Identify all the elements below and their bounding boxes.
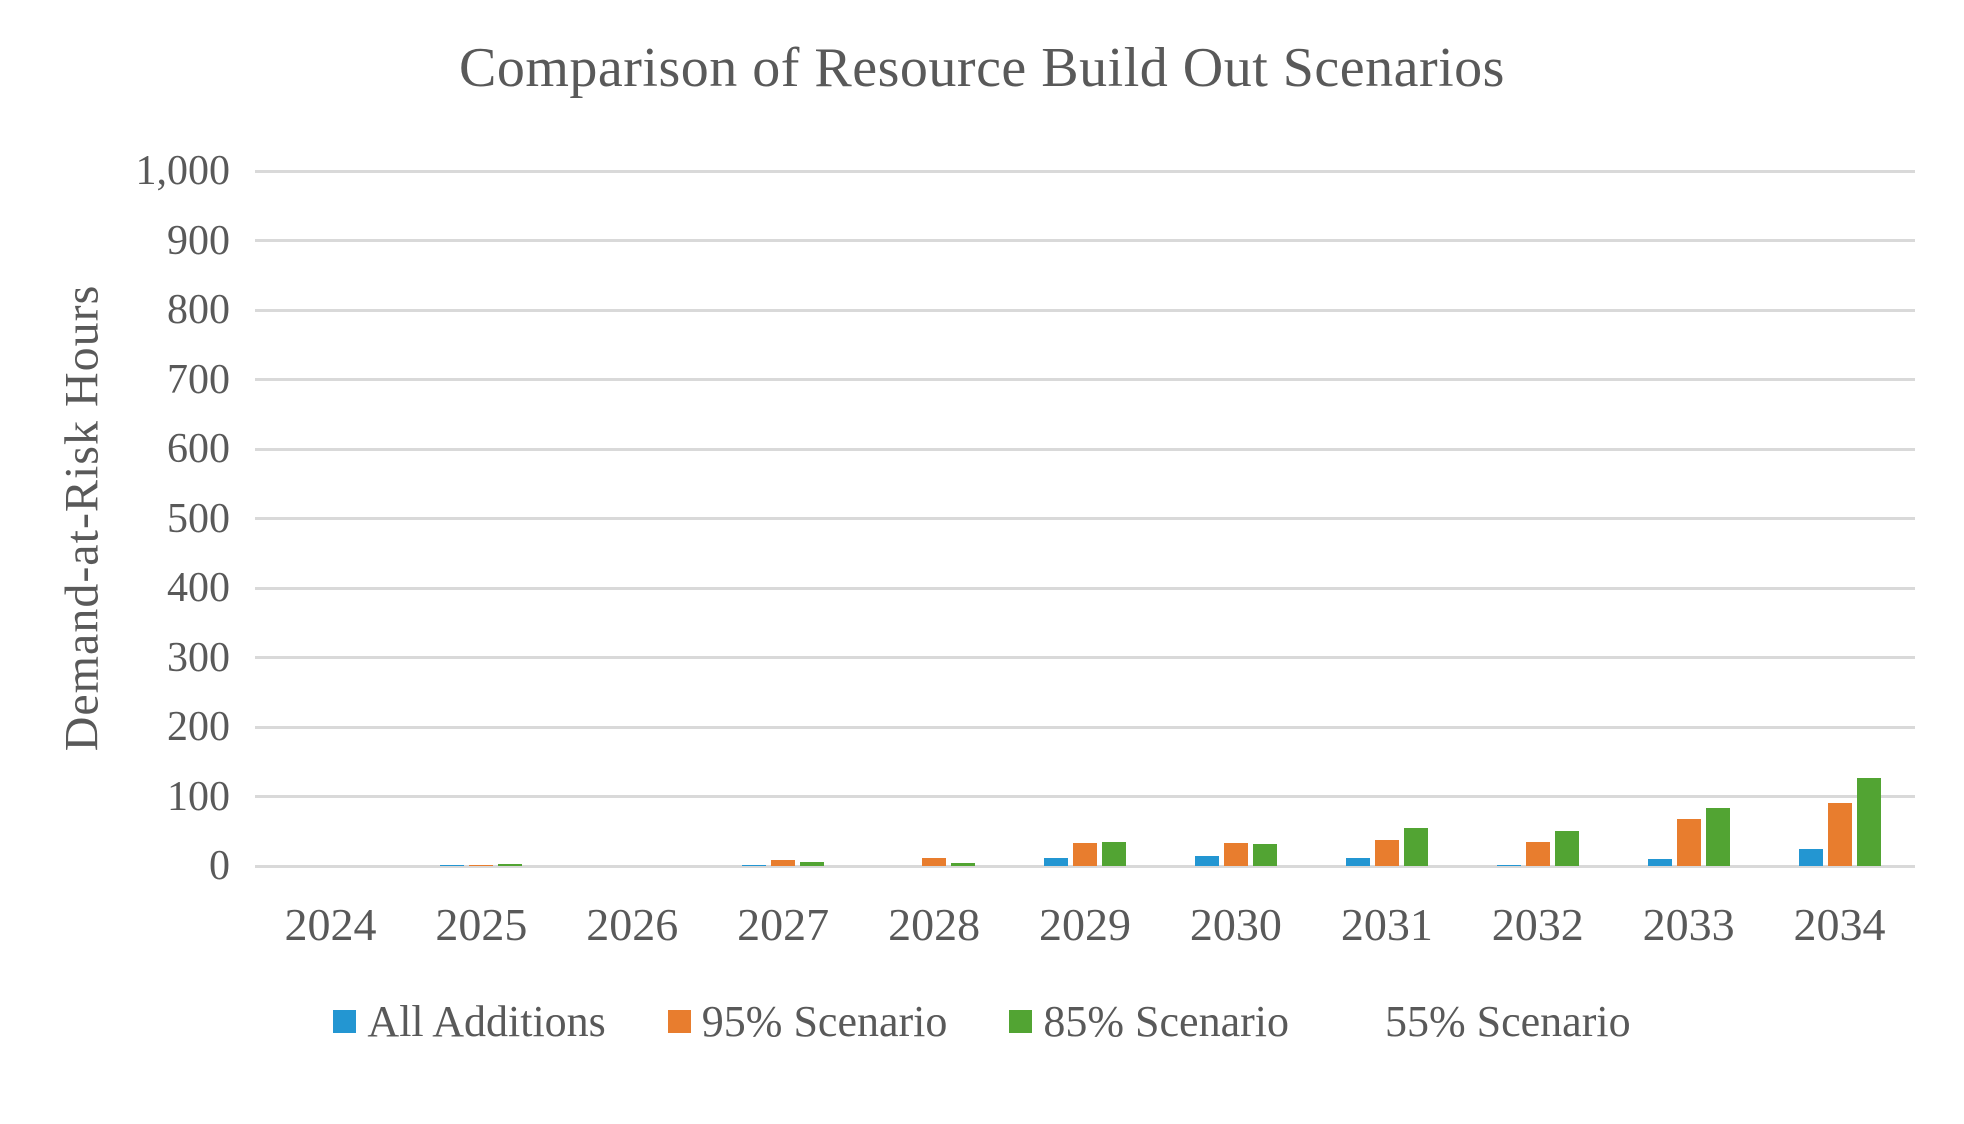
bar-2025-95-scenario <box>469 864 494 866</box>
gridline <box>255 517 1915 520</box>
legend-swatch <box>1350 1010 1374 1033</box>
bar-2033-95-scenario <box>1676 819 1701 866</box>
bar-2027-95-scenario <box>771 860 796 866</box>
bar-2034-95-scenario <box>1827 803 1852 866</box>
bar-2032-85-scenario <box>1554 831 1579 866</box>
gridline <box>255 725 1915 729</box>
legend-swatch <box>667 1010 691 1033</box>
x-tick-label-2033: 2033 <box>1642 899 1735 950</box>
gridline <box>255 308 1915 312</box>
gridline <box>255 795 1915 798</box>
x-tick-label-2027: 2027 <box>737 899 830 950</box>
legend-swatch <box>1009 1010 1033 1033</box>
y-tick-label: 200 <box>167 704 230 750</box>
bar-2029-95-scenario <box>1073 843 1097 866</box>
bar-2025-85-scenario <box>498 863 523 866</box>
legend-label: 55% Scenario <box>1384 997 1631 1046</box>
chart-title: Comparison of Resource Build Out Scenari… <box>459 37 1505 99</box>
x-tick-label-2032: 2032 <box>1491 899 1584 950</box>
y-tick-label: 500 <box>167 495 230 542</box>
bar-2030-all-additions <box>1194 855 1219 866</box>
x-tick-label-2025: 2025 <box>435 899 528 950</box>
y-tick-label: 900 <box>167 217 230 264</box>
y-tick-label: 100 <box>167 773 230 820</box>
bar-2028-85-scenario <box>951 862 976 866</box>
y-tick-label: 1,000 <box>135 148 231 194</box>
bar-2027-all-additions <box>742 864 767 866</box>
bar-2029-all-additions <box>1044 857 1068 866</box>
legend-item-55-scenario: 55% Scenario <box>1350 996 1631 1047</box>
x-tick-label-2034: 2034 <box>1793 899 1886 950</box>
bar-2031-85-scenario <box>1403 828 1428 866</box>
bar-2033-85-scenario <box>1705 807 1730 866</box>
y-tick-label: 0 <box>209 843 230 889</box>
x-tick-label-2028: 2028 <box>888 899 981 950</box>
gridline <box>255 378 1915 381</box>
bar-2025-all-additions <box>440 864 465 866</box>
gridline <box>255 447 1915 451</box>
legend-label: All Additions <box>367 997 606 1046</box>
gridline <box>255 864 1915 868</box>
legend-label: 95% Scenario <box>701 997 948 1046</box>
bar-2032-all-additions <box>1496 864 1521 866</box>
bar-2031-all-additions <box>1345 857 1370 866</box>
y-tick-label: 300 <box>167 634 230 681</box>
y-tick-label: 400 <box>167 565 230 611</box>
legend-label: 85% Scenario <box>1043 997 1289 1046</box>
bar-2030-95-scenario <box>1223 843 1248 866</box>
x-tick-label-2024: 2024 <box>284 899 377 950</box>
gridline <box>255 239 1915 242</box>
x-tick-label-2026: 2026 <box>586 899 679 950</box>
gridline <box>255 656 1915 659</box>
plot-area <box>255 169 1915 868</box>
bar-2034-all-additions <box>1798 848 1823 866</box>
legend-swatch <box>333 1010 357 1033</box>
legend: All Additions 95% Scenario 85% Scenario 55%… <box>0 996 1964 1047</box>
bar-2030-85-scenario <box>1252 844 1277 866</box>
bar-2027-85-scenario <box>800 861 825 866</box>
y-tick-label: 800 <box>167 287 230 333</box>
y-tick-label: 600 <box>167 426 230 472</box>
bar-2029-85-scenario <box>1102 841 1126 866</box>
bar-2034-85-scenario <box>1856 777 1881 866</box>
bar-2033-all-additions <box>1647 859 1672 866</box>
x-tick-label-2029: 2029 <box>1039 899 1131 950</box>
gridline <box>255 169 1915 173</box>
gridline <box>255 586 1915 590</box>
legend-item-all-additions: All Additions <box>333 996 606 1047</box>
y-tick-label: 700 <box>167 356 230 403</box>
x-tick-label-2031: 2031 <box>1340 899 1433 950</box>
bar-2032-95-scenario <box>1525 842 1550 866</box>
legend-item-85-scenario: 85% Scenario <box>1009 996 1289 1047</box>
legend-item-95-scenario: 95% Scenario <box>667 996 948 1047</box>
bar-2031-95-scenario <box>1374 840 1399 866</box>
bar-2028-95-scenario <box>922 857 947 866</box>
x-tick-label-2030: 2030 <box>1189 899 1282 950</box>
